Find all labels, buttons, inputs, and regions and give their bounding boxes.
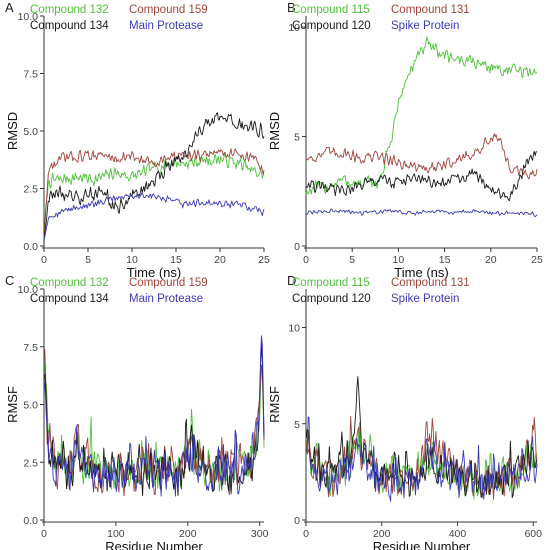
x-axis-title: Residue Number <box>105 539 203 550</box>
x-axis-title: Residue Number <box>373 539 471 550</box>
x-tick-label: 100 <box>107 528 125 540</box>
series-line-compound-131 <box>305 133 538 180</box>
x-tick-label: 15 <box>170 254 182 266</box>
legend-entry: Compound 132 <box>30 277 109 289</box>
panel-letter: A <box>5 0 14 15</box>
y-tick-label: 10.0 <box>18 284 39 296</box>
y-tick-label: 5 <box>294 131 300 143</box>
legend-entry: Compound 132 <box>30 4 109 16</box>
panel-d: D 0 5 10 0 200 400 600 Residue Number RMSF Compoun… <box>267 273 542 550</box>
panel-b: B 0 5 10 0 5 10 15 20 25 Time (ns) RMSD Compound 115… <box>267 0 543 280</box>
series-line-compound-131 <box>305 415 538 500</box>
x-axis-title: Time (ns) <box>127 265 181 280</box>
panel-letter: C <box>5 273 14 288</box>
series-line-main-protease <box>43 192 265 241</box>
legend-entry: Compound 134 <box>30 20 109 32</box>
panel-c: C 0.0 2.5 5.0 7.5 10.0 0 100 200 300 Residue Numbe… <box>5 273 269 550</box>
legend-entry: Compound 134 <box>30 293 109 305</box>
series-line-compound-134 <box>43 112 265 242</box>
legend-entry: Main Protease <box>129 20 203 32</box>
x-tick-label: 600 <box>524 528 542 540</box>
x-tick-label: 15 <box>439 254 451 266</box>
y-tick-label: 10 <box>288 323 300 335</box>
legend-entry: Compound 115 <box>292 277 370 289</box>
x-tick-label: 5 <box>349 254 355 266</box>
series-line-compound-115 <box>305 36 538 195</box>
x-tick-label: 200 <box>179 528 197 540</box>
y-axis-title: RMSD <box>5 112 20 150</box>
y-tick-label: 0.0 <box>23 515 38 527</box>
series-line-compound-132 <box>43 152 265 242</box>
y-axis-title: RMSD <box>267 112 282 150</box>
series-line-spike-protein <box>305 208 538 218</box>
y-axis-title: RMSF <box>5 386 20 423</box>
legend-entry: Spike Protein <box>391 293 459 305</box>
x-tick-label: 25 <box>531 254 543 266</box>
y-tick-label: 7.5 <box>23 342 38 354</box>
series-line-compound-120 <box>305 150 538 202</box>
x-tick-label: 10 <box>126 254 138 266</box>
panel-a: A 0.0 2.5 5.0 7.5 10.0 0 5 10 15 20 25 Time (ns) RMSD… <box>5 0 270 280</box>
series-line-compound-134 <box>44 342 265 497</box>
legend-entry: Compound 131 <box>391 277 470 289</box>
legend-entry: Compound 131 <box>391 4 470 16</box>
legend-entry: Compound 120 <box>292 20 371 32</box>
y-tick-label: 5.0 <box>23 126 38 138</box>
y-tick-label: 5.0 <box>23 400 38 412</box>
x-tick-label: 10 <box>393 254 405 266</box>
x-axis-title: Time (ns) <box>394 265 448 280</box>
legend-entry: Spike Protein <box>391 20 459 32</box>
y-axis-title: RMSF <box>267 386 282 423</box>
x-tick-label: 20 <box>485 254 497 266</box>
series-line-compound-159 <box>43 148 265 242</box>
x-tick-label: 300 <box>251 528 269 540</box>
legend-entry: Compound 159 <box>129 277 208 289</box>
y-tick-label: 2.5 <box>23 457 38 469</box>
legend-entry: Main Protease <box>129 293 203 305</box>
x-tick-label: 200 <box>373 528 391 540</box>
series-line-main-protease <box>44 335 265 497</box>
x-tick-label: 5 <box>85 254 91 266</box>
x-tick-label: 0 <box>41 528 47 540</box>
legend-entry: Compound 159 <box>129 4 208 16</box>
y-tick-label: 0 <box>294 515 300 527</box>
x-tick-label: 400 <box>449 528 467 540</box>
panel-letter: B <box>287 0 296 15</box>
x-tick-label: 0 <box>303 528 309 540</box>
y-tick-label: 7.5 <box>23 69 38 81</box>
legend-entry: Compound 115 <box>292 4 370 16</box>
y-tick-label: 0.0 <box>23 241 38 253</box>
legend-entry: Compound 120 <box>292 293 371 305</box>
y-tick-label: 2.5 <box>23 184 38 196</box>
x-tick-label: 0 <box>303 254 309 266</box>
y-tick-label: 0 <box>294 241 300 253</box>
x-tick-label: 25 <box>258 254 270 266</box>
y-tick-label: 5 <box>294 419 300 431</box>
x-tick-label: 0 <box>41 254 47 266</box>
y-tick-label: 10.0 <box>18 11 39 23</box>
panel-letter: D <box>287 273 296 288</box>
y-tick-label: 10 <box>288 22 300 34</box>
series-line-spike-protein <box>306 416 538 502</box>
x-tick-label: 20 <box>214 254 226 266</box>
series-line-compound-120 <box>305 376 538 499</box>
